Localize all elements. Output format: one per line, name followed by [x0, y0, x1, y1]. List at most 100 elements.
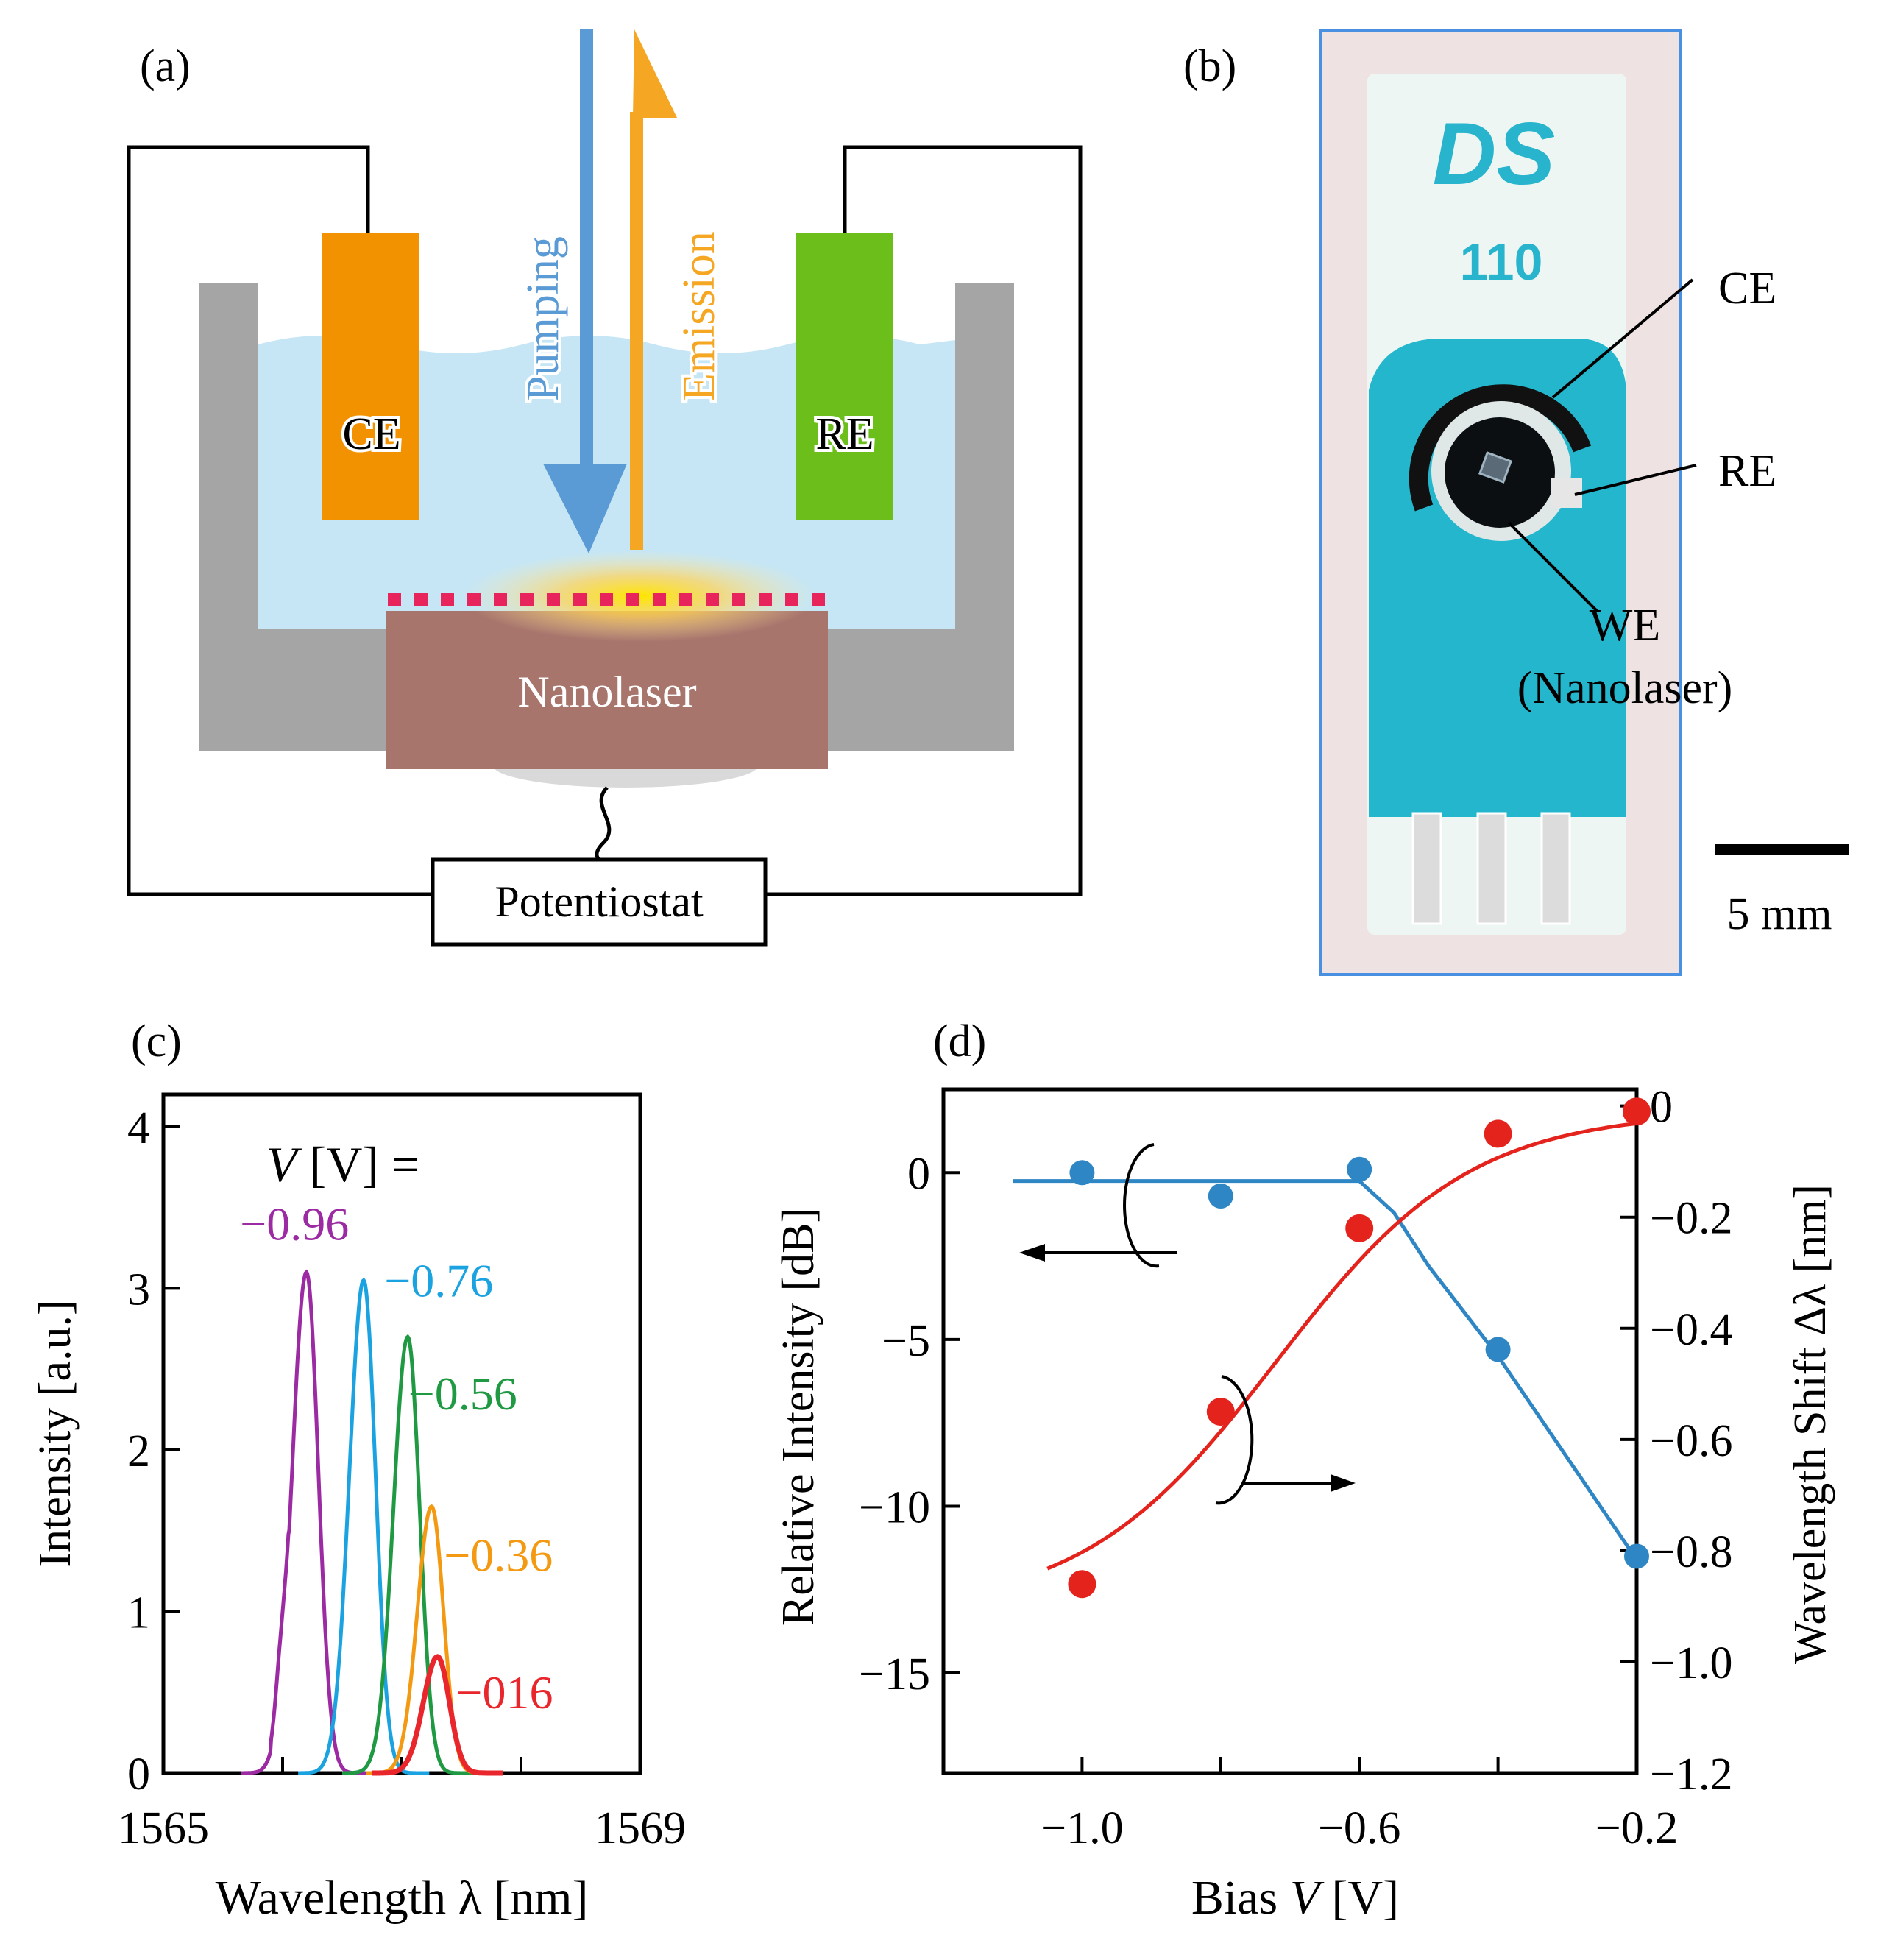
- intensity-point: [1347, 1156, 1372, 1182]
- spectrum-label: −0.56: [408, 1368, 517, 1420]
- we-wire: [595, 786, 612, 865]
- panel-d: (d) −1.0 −0.6 −0.2 0 −5 −10 −15 0 −0.2 −0.4 −0.6 −0…: [773, 1016, 1835, 1925]
- d-xtick-label: −0.2: [1595, 1803, 1678, 1853]
- pumping-arrowhead: [543, 464, 627, 553]
- plot-d-xlabel: Bias V [V]: [1191, 1871, 1399, 1925]
- chip-brand: DS: [1433, 105, 1556, 203]
- d-ytick-left-label: −15: [859, 1649, 930, 1699]
- plot-c-xlabel: Wavelength λ [nm]: [216, 1871, 589, 1925]
- ce-electrode: [322, 233, 419, 520]
- d-ytick-right-label: −0.6: [1650, 1416, 1732, 1466]
- chip-model: 110: [1460, 233, 1543, 291]
- plot-c-ylabel: Intensity [a.u.]: [30, 1300, 80, 1567]
- b-ce-label: CE: [1718, 263, 1776, 314]
- left-axis-indicator: [1123, 1143, 1160, 1268]
- c-ytick-label: 0: [127, 1750, 150, 1800]
- plot-d-points: [1068, 1097, 1651, 1599]
- d-ytick-left-label: 0: [907, 1149, 930, 1199]
- spectrum-curve: [342, 1334, 474, 1775]
- ce-label: CE: [342, 409, 400, 459]
- scale-label: 5 mm: [1727, 889, 1832, 939]
- pumping-arrow-shaft: [580, 29, 593, 471]
- emission-arrow-shaft: [630, 112, 643, 550]
- wire-re: [765, 145, 1083, 896]
- spectrum-curve: [298, 1277, 430, 1775]
- contact-pad-2: [1476, 812, 1507, 925]
- ce-callout: [1551, 278, 1694, 399]
- ce-ring: [1409, 384, 1592, 512]
- c-ytick-label: 4: [127, 1103, 150, 1153]
- plot-d-ylabel-right: Wavelength Shift Δλ [nm]: [1785, 1184, 1835, 1664]
- legend-rest: [V] =: [297, 1136, 420, 1192]
- re-electrode: [796, 233, 893, 520]
- right-axis-arrowhead: [1331, 1474, 1356, 1492]
- d-ytick-right-label: −0.8: [1650, 1527, 1732, 1577]
- legend-var: V: [266, 1136, 302, 1192]
- spectrum-label: −0.96: [240, 1198, 349, 1250]
- potentiostat-label: Potentiostat: [495, 877, 704, 926]
- plot-c-frame: [161, 1092, 642, 1775]
- re-callout: [1574, 464, 1697, 496]
- laser-glow: [464, 551, 817, 642]
- c-xtick-label: 1565: [118, 1803, 209, 1853]
- intensity-fit-curve: [1013, 1179, 1639, 1561]
- spectrum-label: −0.76: [384, 1254, 493, 1306]
- contact-pad-1: [1411, 812, 1442, 925]
- pumping-label: Pumping: [518, 236, 568, 401]
- contact-pad-3: [1540, 812, 1571, 925]
- d-ytick-right-label: −1.0: [1650, 1638, 1732, 1688]
- c-ytick-label: 3: [127, 1264, 150, 1315]
- intensity-point: [1485, 1337, 1511, 1362]
- legend-title: V [V] =: [266, 1136, 419, 1192]
- d-xtick-label: −0.6: [1318, 1803, 1400, 1853]
- d-ytick-left-label: −5: [882, 1316, 930, 1366]
- shift-point: [1345, 1214, 1374, 1242]
- d-ytick-right-label: 0: [1650, 1083, 1673, 1133]
- spectrum-label: −016: [456, 1666, 553, 1719]
- re-label: RE: [815, 409, 874, 459]
- b-we-sub-label: (Nanolaser): [1517, 663, 1733, 713]
- nanolaser-chip: [1478, 451, 1513, 484]
- shift-point: [1623, 1097, 1651, 1126]
- plot-d-xlabel-post: [V]: [1319, 1871, 1399, 1925]
- intensity-point: [1208, 1184, 1233, 1209]
- emission-label: Emission: [674, 231, 724, 401]
- b-re-label: RE: [1718, 446, 1776, 496]
- right-axis-indicator: [1215, 1375, 1254, 1505]
- potentiostat-box: [431, 857, 768, 947]
- plot-c-labels: −0.96 −0.76 −0.56 −0.36 −016: [240, 1198, 553, 1719]
- emission-arrowhead: [633, 29, 677, 118]
- panel-b-label: (b): [1183, 41, 1236, 91]
- d-ytick-right-label: −0.2: [1650, 1194, 1732, 1244]
- d-ytick-left-label: −10: [859, 1482, 930, 1532]
- d-ytick-right-label: −0.4: [1650, 1305, 1732, 1355]
- c-xtick-label: 1569: [595, 1803, 686, 1853]
- shift-point: [1206, 1398, 1235, 1426]
- spectrum-curve: [372, 1654, 503, 1776]
- plot-d-xlabel-pre: Bias: [1191, 1871, 1290, 1925]
- b-we-label: WE: [1590, 601, 1660, 651]
- c-ytick-label: 1: [127, 1588, 150, 1638]
- c-ytick-label: 2: [127, 1426, 150, 1476]
- plot-d-curves: [1013, 1121, 1639, 1571]
- shift-fit-curve: [1046, 1121, 1637, 1571]
- plot-c-ticks: 0 1 2 3 4 1565 1569: [118, 1103, 686, 1853]
- plot-d-ticks: −1.0 −0.6 −0.2 0 −5 −10 −15 0 −0.2 −0.4 −0.6 −0.8 −1…: [859, 1083, 1732, 1853]
- scale-bar: [1715, 844, 1849, 855]
- panel-a: (a) Nanolaser CE RE Pumping Emission: [127, 29, 1083, 947]
- panel-a-label: (a): [140, 41, 191, 91]
- panel-d-label: (d): [933, 1016, 986, 1066]
- shift-point: [1068, 1570, 1096, 1599]
- we-callout: [1507, 521, 1598, 612]
- plot-d-xlabel-var: V: [1290, 1871, 1325, 1925]
- panel-b: (b) DS 110 CE RE WE (Nanolaser) 5 mm: [1183, 29, 1849, 976]
- plot-d-frame: [941, 1087, 1639, 1775]
- plot-c-curves: [241, 1269, 503, 1776]
- spectrum-label: −0.36: [444, 1529, 553, 1582]
- intensity-point: [1069, 1160, 1095, 1186]
- d-xtick-label: −1.0: [1041, 1803, 1123, 1853]
- panel-c-label: (c): [131, 1016, 182, 1066]
- nanolaser-label: Nanolaser: [517, 668, 696, 716]
